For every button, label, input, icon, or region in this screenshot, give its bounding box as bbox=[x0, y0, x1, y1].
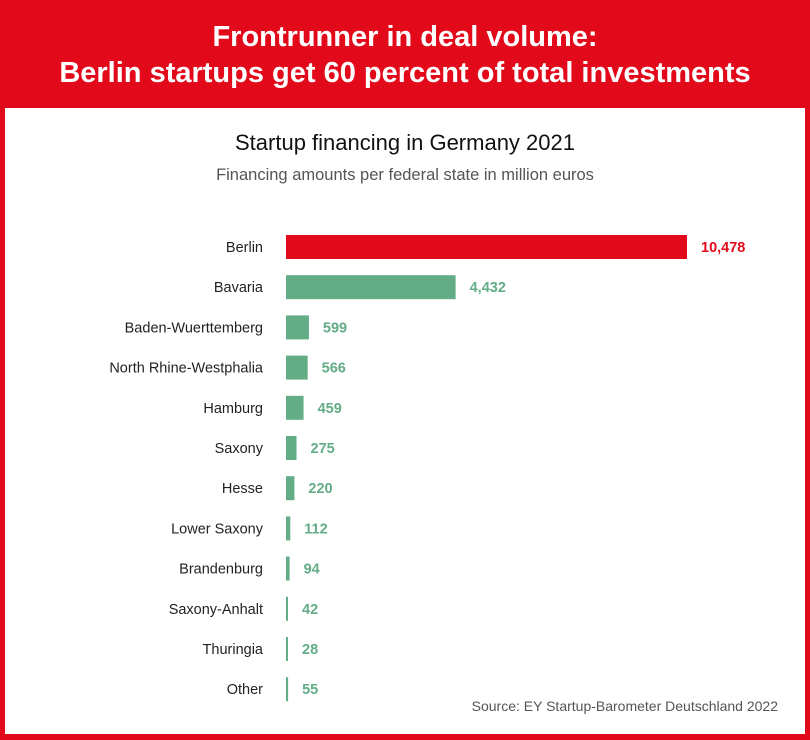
bar-thuringia bbox=[286, 637, 288, 661]
category-label: Lower Saxony bbox=[171, 521, 264, 537]
value-label: 42 bbox=[302, 602, 318, 618]
category-label: Baden-Wuerttemberg bbox=[125, 320, 263, 336]
bar-other bbox=[286, 677, 289, 702]
value-label: 55 bbox=[302, 682, 318, 698]
chart-panel: Startup financing in Germany 2021 Financ… bbox=[5, 108, 805, 734]
category-label: Saxony bbox=[215, 441, 264, 457]
category-label: Thuringia bbox=[203, 642, 264, 658]
value-label: 566 bbox=[322, 361, 346, 377]
bar-berlin bbox=[286, 235, 687, 259]
value-label: 94 bbox=[304, 562, 320, 578]
bar-bavaria bbox=[286, 275, 456, 300]
category-label: North Rhine-Westphalia bbox=[109, 361, 264, 377]
category-label: Brandenburg bbox=[179, 562, 263, 578]
chart-title: Startup financing in Germany 2021 bbox=[235, 130, 575, 155]
header-banner: Frontrunner in deal volume: Berlin start… bbox=[0, 0, 810, 108]
bar-saxony bbox=[286, 436, 297, 460]
headline-line-2: Berlin startups get 60 percent of total … bbox=[59, 57, 751, 89]
bar-hesse bbox=[286, 476, 295, 501]
value-label: 4,432 bbox=[470, 280, 506, 296]
bar-lower-saxony bbox=[286, 516, 291, 541]
category-label: Hesse bbox=[222, 481, 263, 497]
value-label: 459 bbox=[318, 401, 342, 417]
value-label: 275 bbox=[311, 441, 335, 457]
value-label: 220 bbox=[308, 481, 332, 497]
source-note: Source: EY Startup-Barometer Deutschland… bbox=[471, 698, 778, 714]
bar-brandenburg bbox=[286, 556, 290, 581]
category-label: Other bbox=[227, 682, 263, 698]
value-label: 112 bbox=[304, 521, 327, 537]
bar-north-rhine-westphalia bbox=[286, 355, 308, 380]
category-label: Hamburg bbox=[203, 401, 263, 417]
category-label: Saxony-Anhalt bbox=[169, 602, 263, 618]
chart-subtitle: Financing amounts per federal state in m… bbox=[216, 166, 594, 184]
bar-hamburg bbox=[286, 395, 304, 420]
category-label: Bavaria bbox=[214, 280, 264, 296]
category-label: Berlin bbox=[226, 240, 263, 256]
value-label: 28 bbox=[302, 642, 318, 658]
bar-chart: Berlin 10,478 Bavaria 4,432 Baden-Wuerttembe… bbox=[109, 235, 745, 702]
value-label: 10,478 bbox=[701, 240, 745, 256]
bar-baden-wuerttemberg bbox=[286, 315, 309, 340]
bar-saxony-anhalt bbox=[286, 596, 288, 621]
headline-line-1: Frontrunner in deal volume: bbox=[212, 21, 598, 53]
value-label: 599 bbox=[323, 320, 347, 336]
